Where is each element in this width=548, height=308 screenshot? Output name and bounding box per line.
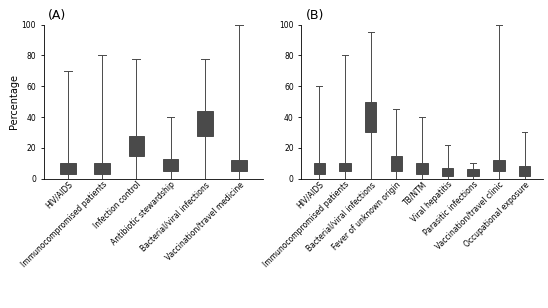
PathPatch shape: [442, 168, 453, 176]
PathPatch shape: [365, 102, 376, 132]
PathPatch shape: [197, 111, 213, 136]
Y-axis label: Percentage: Percentage: [9, 74, 19, 129]
PathPatch shape: [129, 136, 144, 156]
PathPatch shape: [416, 163, 428, 174]
PathPatch shape: [339, 163, 351, 171]
Text: (B): (B): [306, 9, 324, 22]
PathPatch shape: [391, 156, 402, 171]
Text: (A): (A): [48, 9, 66, 22]
PathPatch shape: [60, 163, 76, 174]
PathPatch shape: [94, 163, 110, 174]
PathPatch shape: [493, 160, 505, 171]
PathPatch shape: [163, 159, 178, 171]
PathPatch shape: [231, 160, 247, 171]
PathPatch shape: [467, 169, 479, 176]
PathPatch shape: [519, 166, 530, 176]
PathPatch shape: [313, 163, 325, 174]
